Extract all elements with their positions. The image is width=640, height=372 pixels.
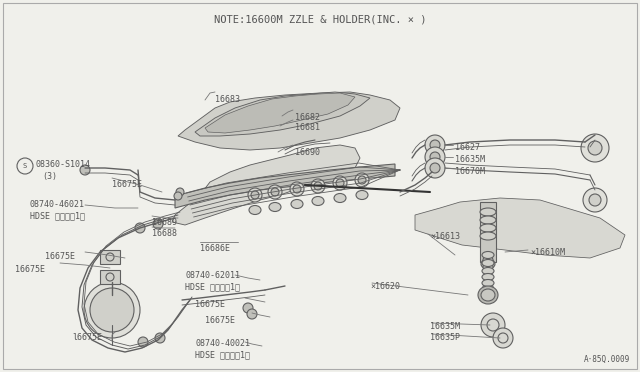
Bar [480,202,496,262]
Circle shape [430,140,440,150]
Ellipse shape [480,232,496,240]
Text: 16635P: 16635P [430,333,460,342]
Circle shape [493,328,513,348]
Ellipse shape [356,190,368,199]
Circle shape [251,191,259,199]
Ellipse shape [269,202,281,212]
Text: 16686E: 16686E [200,244,230,253]
Text: S: S [23,163,27,169]
Polygon shape [175,164,395,208]
Circle shape [425,147,445,167]
Circle shape [247,309,257,319]
Circle shape [583,188,607,212]
Circle shape [90,288,134,332]
Text: 16675E: 16675E [195,300,225,309]
Circle shape [80,165,90,175]
Text: 16675E: 16675E [112,180,142,189]
Ellipse shape [291,199,303,208]
Text: HDSE ホース（1）: HDSE ホース（1） [195,350,250,359]
Text: 16675E: 16675E [15,265,45,274]
Polygon shape [178,92,400,150]
Text: 16681: 16681 [295,123,320,132]
Polygon shape [205,93,355,133]
Circle shape [176,188,184,196]
Text: 16635M: 16635M [430,322,460,331]
Circle shape [481,313,505,337]
Ellipse shape [481,259,495,269]
Circle shape [174,192,182,200]
Circle shape [333,176,347,190]
Ellipse shape [483,274,493,280]
Text: 08740-46021: 08740-46021 [30,200,85,209]
Ellipse shape [483,264,493,270]
Circle shape [311,179,325,193]
Text: 08740-62011: 08740-62011 [185,271,240,280]
Text: 08360-S1014: 08360-S1014 [35,160,90,169]
Circle shape [153,219,163,229]
Ellipse shape [482,260,494,266]
Circle shape [155,333,165,343]
Ellipse shape [482,251,494,259]
Text: 16635M: 16635M [455,155,485,164]
Text: l6675E: l6675E [72,333,102,342]
Text: ×16613: ×16613 [430,232,460,241]
Circle shape [243,303,253,313]
Ellipse shape [482,279,494,286]
Circle shape [138,337,148,347]
Text: HDSE ホース（1）: HDSE ホース（1） [185,282,240,291]
Text: 16683: 16683 [215,95,240,104]
Ellipse shape [480,224,496,232]
Polygon shape [172,145,360,225]
Text: NOTE:16600M ZZLE & HOLDER(INC. × ): NOTE:16600M ZZLE & HOLDER(INC. × ) [214,14,426,24]
Text: 08740-40021: 08740-40021 [195,339,250,348]
Circle shape [290,182,304,196]
Circle shape [248,188,262,202]
Polygon shape [195,92,370,136]
Circle shape [358,176,366,184]
Circle shape [84,282,140,338]
Polygon shape [415,198,625,258]
Circle shape [588,141,602,155]
Circle shape [355,173,369,187]
Text: ×16610M: ×16610M [530,248,565,257]
Circle shape [336,179,344,187]
Ellipse shape [312,196,324,205]
Ellipse shape [483,284,493,290]
Circle shape [135,223,145,233]
Text: 16682: 16682 [295,113,320,122]
Text: ×16620: ×16620 [370,282,400,291]
Ellipse shape [334,193,346,202]
Bar [100,250,120,264]
Text: A·85Q.0009: A·85Q.0009 [584,355,630,364]
Circle shape [314,182,322,190]
Ellipse shape [481,289,495,301]
Ellipse shape [482,267,494,275]
Circle shape [589,194,601,206]
Ellipse shape [480,208,496,216]
Text: (3): (3) [42,172,57,181]
Circle shape [271,188,279,196]
Ellipse shape [482,273,494,280]
Text: 16690: 16690 [295,148,320,157]
Text: 16627: 16627 [455,143,480,152]
Ellipse shape [249,205,261,215]
Text: 16670M: 16670M [455,167,485,176]
Text: 16675E: 16675E [205,316,235,325]
Ellipse shape [478,286,498,304]
Text: 16689: 16689 [152,218,177,227]
Ellipse shape [480,216,496,224]
Circle shape [430,163,440,173]
Text: HDSE ホース（1）: HDSE ホース（1） [30,211,85,220]
Circle shape [293,185,301,193]
Circle shape [425,158,445,178]
Text: 16688: 16688 [152,229,177,238]
Circle shape [430,152,440,162]
Circle shape [425,135,445,155]
Circle shape [268,185,282,199]
Text: 16675E: 16675E [45,252,75,261]
Ellipse shape [483,256,493,264]
Circle shape [581,134,609,162]
Bar [100,270,120,284]
